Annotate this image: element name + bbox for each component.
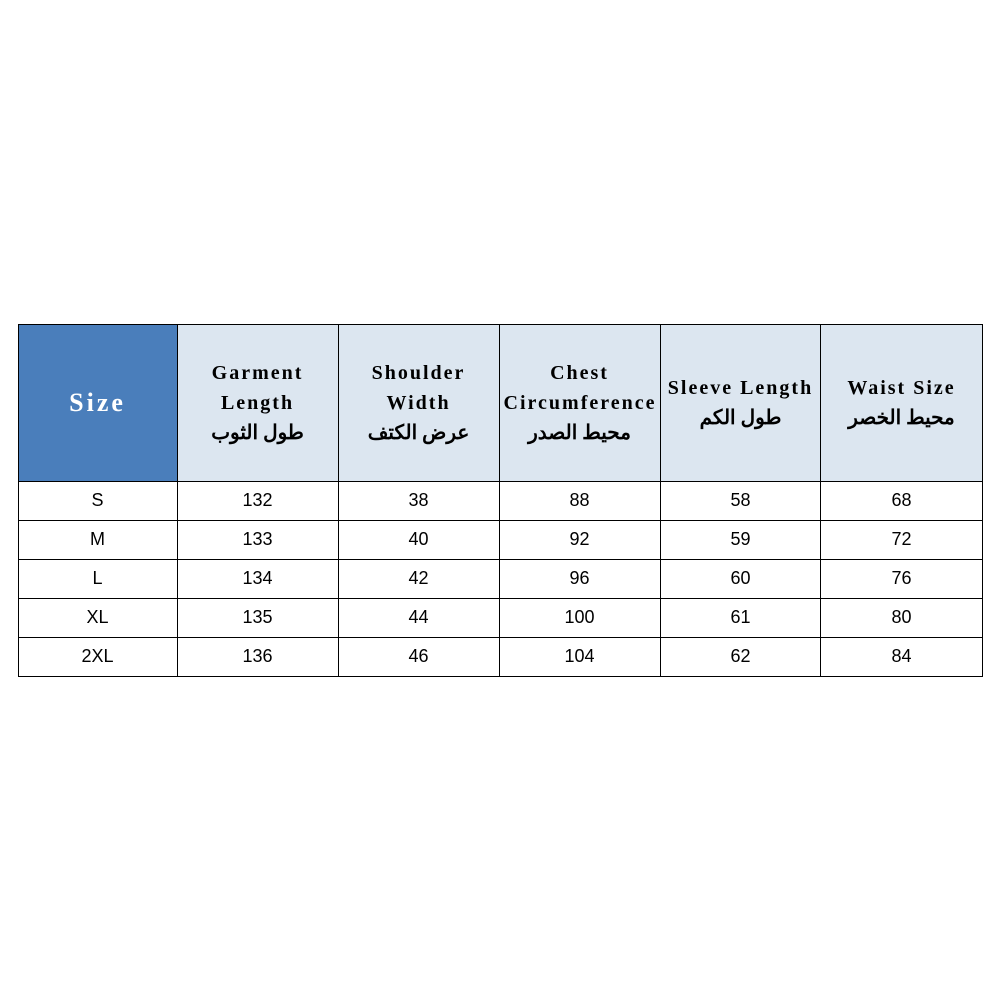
cell-shoulder-width: 40 bbox=[338, 520, 499, 559]
cell-waist-size: 72 bbox=[821, 520, 982, 559]
cell-garment-length: 136 bbox=[177, 637, 338, 676]
header-chest-circumference: Chest Circumference محيط الصدر bbox=[499, 324, 660, 481]
cell-sleeve-length: 58 bbox=[660, 481, 821, 520]
header-sleeve-length: Sleeve Length طول الكم bbox=[660, 324, 821, 481]
cell-size: 2XL bbox=[18, 637, 177, 676]
header-waist-size-en: Waist Size bbox=[825, 373, 977, 403]
table-row: XL 135 44 100 61 80 bbox=[18, 598, 982, 637]
cell-size: XL bbox=[18, 598, 177, 637]
cell-garment-length: 134 bbox=[177, 559, 338, 598]
cell-sleeve-length: 62 bbox=[660, 637, 821, 676]
header-sleeve-length-en: Sleeve Length bbox=[665, 373, 817, 403]
header-chest-circumference-ar: محيط الصدر bbox=[504, 418, 656, 448]
header-shoulder-width-en: Shoulder Width bbox=[343, 358, 495, 418]
cell-chest-circumference: 104 bbox=[499, 637, 660, 676]
cell-sleeve-length: 61 bbox=[660, 598, 821, 637]
table-row: L 134 42 96 60 76 bbox=[18, 559, 982, 598]
cell-chest-circumference: 92 bbox=[499, 520, 660, 559]
table-row: M 133 40 92 59 72 bbox=[18, 520, 982, 559]
cell-waist-size: 76 bbox=[821, 559, 982, 598]
header-garment-length-en: Garment Length bbox=[182, 358, 334, 418]
cell-sleeve-length: 59 bbox=[660, 520, 821, 559]
cell-shoulder-width: 46 bbox=[338, 637, 499, 676]
header-shoulder-width-ar: عرض الكتف bbox=[343, 418, 495, 448]
table-body: S 132 38 88 58 68 M 133 40 92 59 72 L 13… bbox=[18, 481, 982, 676]
header-row: Size Garment Length طول الثوب Shoulder W… bbox=[18, 324, 982, 481]
table-row: S 132 38 88 58 68 bbox=[18, 481, 982, 520]
size-chart-container: Size Garment Length طول الثوب Shoulder W… bbox=[18, 324, 983, 677]
header-sleeve-length-ar: طول الكم bbox=[665, 403, 817, 433]
cell-size: M bbox=[18, 520, 177, 559]
cell-chest-circumference: 88 bbox=[499, 481, 660, 520]
cell-shoulder-width: 38 bbox=[338, 481, 499, 520]
header-waist-size-ar: محيط الخصر bbox=[825, 403, 977, 433]
cell-chest-circumference: 100 bbox=[499, 598, 660, 637]
header-waist-size: Waist Size محيط الخصر bbox=[821, 324, 982, 481]
table-row: 2XL 136 46 104 62 84 bbox=[18, 637, 982, 676]
header-size: Size bbox=[18, 324, 177, 481]
table-header: Size Garment Length طول الثوب Shoulder W… bbox=[18, 324, 982, 481]
cell-size: L bbox=[18, 559, 177, 598]
cell-garment-length: 132 bbox=[177, 481, 338, 520]
cell-shoulder-width: 42 bbox=[338, 559, 499, 598]
header-shoulder-width: Shoulder Width عرض الكتف bbox=[338, 324, 499, 481]
header-size-en: Size bbox=[23, 383, 173, 422]
cell-waist-size: 68 bbox=[821, 481, 982, 520]
header-garment-length-ar: طول الثوب bbox=[182, 418, 334, 448]
header-chest-circumference-en: Chest Circumference bbox=[504, 358, 656, 418]
header-garment-length: Garment Length طول الثوب bbox=[177, 324, 338, 481]
cell-garment-length: 135 bbox=[177, 598, 338, 637]
cell-waist-size: 84 bbox=[821, 637, 982, 676]
cell-size: S bbox=[18, 481, 177, 520]
cell-chest-circumference: 96 bbox=[499, 559, 660, 598]
size-chart-table: Size Garment Length طول الثوب Shoulder W… bbox=[18, 324, 983, 677]
cell-waist-size: 80 bbox=[821, 598, 982, 637]
cell-garment-length: 133 bbox=[177, 520, 338, 559]
cell-shoulder-width: 44 bbox=[338, 598, 499, 637]
cell-sleeve-length: 60 bbox=[660, 559, 821, 598]
